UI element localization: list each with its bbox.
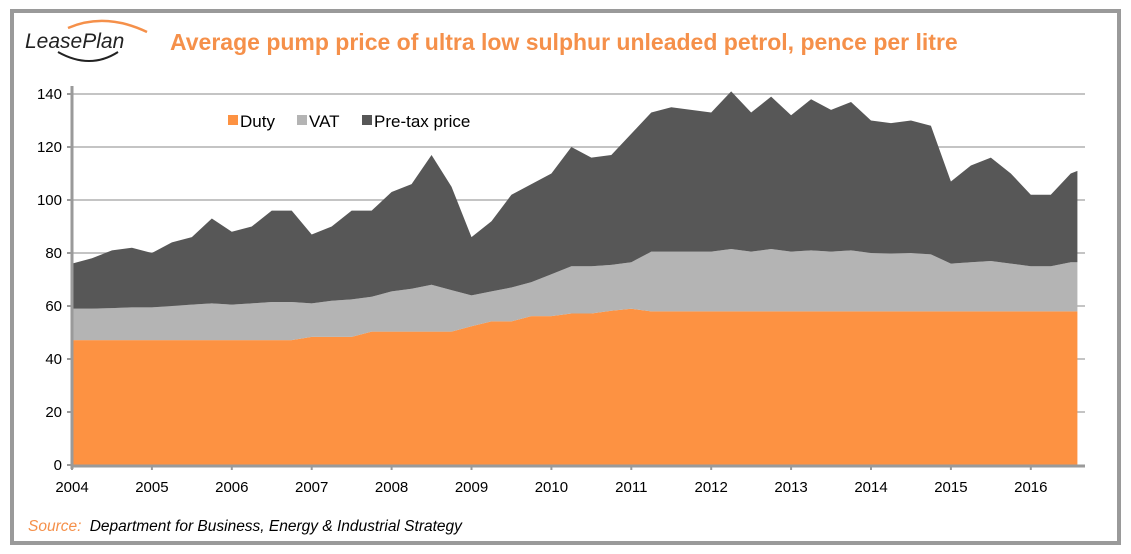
y-tick-label: 40: [45, 351, 62, 368]
x-tick-label: 2006: [215, 479, 248, 496]
legend-swatch: [362, 115, 372, 125]
legend-label: Pre-tax price: [374, 112, 470, 131]
logo-text: LeasePlan: [25, 30, 124, 53]
x-tick-label: 2011: [615, 479, 647, 496]
x-tick-label: 2008: [375, 479, 408, 496]
x-tick-label: 2010: [535, 479, 568, 496]
y-tick-label: 20: [45, 404, 62, 421]
x-tick-label: 2004: [55, 479, 88, 496]
x-tick-label: 2014: [854, 479, 887, 496]
legend-label: Duty: [240, 112, 275, 131]
y-tick-label: 60: [45, 298, 62, 315]
area-vat: [72, 249, 1078, 341]
x-tick-label: 2007: [295, 479, 328, 496]
y-tick-label: 120: [37, 139, 62, 156]
y-tick-label: 80: [45, 245, 62, 262]
y-tick-label: 0: [54, 457, 62, 474]
svg-text:Source: Department for Bus: Source: Department for Business, Energy …: [28, 518, 463, 535]
x-tick-label: 2005: [135, 479, 168, 496]
legend-swatch: [297, 115, 307, 125]
y-tick-label: 140: [37, 86, 62, 103]
source-label: Source:: [28, 518, 81, 535]
x-tick-label: 2012: [695, 479, 728, 496]
area-duty: [72, 308, 1078, 465]
y-tick-label: 100: [37, 192, 62, 209]
leaseplan-logo: LeasePlan: [25, 19, 148, 62]
x-tick-label: 2013: [774, 479, 807, 496]
legend-label: VAT: [309, 112, 340, 131]
chart-title: Average pump price of ultra low sulphur …: [170, 29, 958, 55]
legend-swatch: [228, 115, 238, 125]
x-tick-label: 2015: [934, 479, 967, 496]
area-pre-tax-price: [72, 91, 1078, 309]
x-tick-label: 2016: [1014, 479, 1047, 496]
legend: Duty VAT Pre-tax price: [228, 112, 470, 131]
x-tick-label: 2009: [455, 479, 488, 496]
source-text: Department for Business, Energy & Indust…: [90, 518, 463, 535]
